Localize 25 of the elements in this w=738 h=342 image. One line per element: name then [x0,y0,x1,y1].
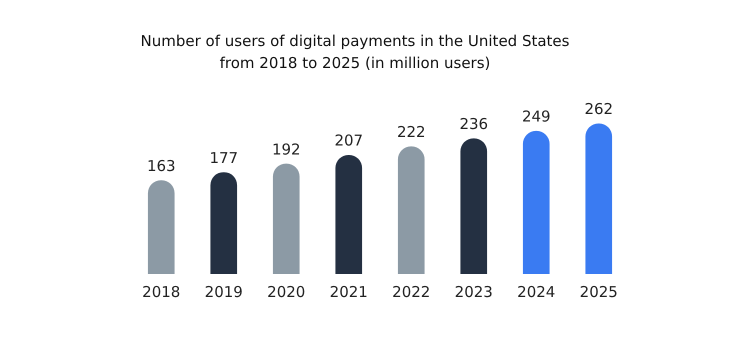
data-label: 177 [209,148,238,167]
bar [460,138,488,274]
bar [210,172,238,274]
x-tick-label: 2020 [267,282,306,301]
data-label: 163 [146,156,176,175]
bar [398,146,425,274]
x-tick-label: 2024 [517,282,556,301]
x-tick-label: 2022 [392,282,430,301]
x-tick-label: 2018 [142,282,180,301]
data-label: 222 [396,123,426,142]
data-label: 192 [272,140,301,158]
x-tick-label: 2023 [454,282,493,301]
x-tick-label: 2021 [330,282,368,301]
x-tick-label: 2025 [580,282,618,301]
bar [585,123,612,274]
bar [522,130,550,274]
data-label: 262 [584,100,614,118]
bar [272,164,300,274]
data-label: 207 [334,132,364,150]
chart-title: Number of users of digital payments in the United States from 2018 to 2025 (in million users) [140,31,570,74]
bar [148,180,175,274]
data-label: 236 [459,115,488,134]
bar [335,154,362,274]
x-tick-label: 2019 [204,282,243,301]
data-label: 249 [522,108,551,126]
